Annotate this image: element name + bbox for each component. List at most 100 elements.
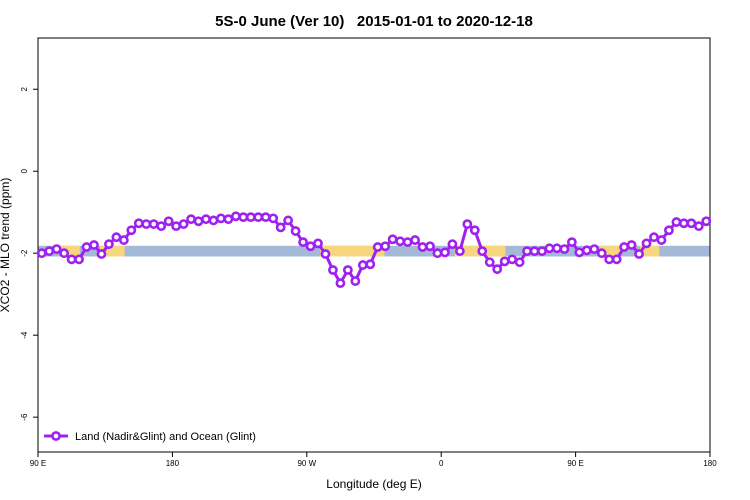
data-point	[268, 213, 279, 224]
data-point	[604, 254, 615, 265]
chart-title: 5S-0 June (Ver 10) 2015-01-01 to 2020-12…	[215, 13, 533, 30]
data-point	[74, 254, 84, 265]
data-point	[96, 249, 107, 259]
data-point	[118, 235, 129, 245]
data-point	[678, 218, 689, 229]
data-point	[59, 248, 70, 259]
data-point	[178, 219, 189, 229]
data-point	[514, 257, 525, 268]
data-point	[245, 212, 256, 223]
data-point	[141, 219, 152, 229]
data-point	[328, 265, 338, 275]
x-tick-label: 180	[166, 459, 180, 468]
data-point	[51, 244, 62, 254]
data-point	[544, 243, 555, 254]
data-point	[537, 246, 547, 257]
data-point	[499, 256, 510, 267]
data-point	[36, 248, 47, 259]
plot-frame	[37, 37, 711, 453]
data-point	[313, 238, 323, 249]
land-band	[99, 245, 125, 257]
data-point	[171, 221, 182, 232]
data-point	[581, 245, 592, 256]
data-point	[193, 216, 204, 227]
x-tick-label: 0	[439, 459, 444, 468]
data-point	[380, 241, 391, 252]
data-point	[440, 247, 450, 258]
y-axis-label: XCO2 - MLO trend (ppm)	[0, 178, 12, 313]
data-point	[275, 222, 286, 233]
data-point	[133, 218, 144, 229]
data-point	[559, 244, 570, 254]
data-point	[290, 226, 301, 236]
data-point	[89, 240, 99, 250]
data-point	[342, 265, 353, 275]
data-point	[462, 219, 473, 229]
data-point	[148, 219, 159, 229]
data-point	[693, 221, 704, 232]
data-point	[283, 215, 294, 226]
data-point	[305, 241, 316, 252]
data-point	[566, 237, 577, 248]
y-tick-label: -4	[20, 331, 29, 339]
data-point	[335, 278, 346, 289]
data-point	[425, 241, 435, 252]
data-point	[44, 246, 55, 257]
data-point	[634, 249, 644, 259]
data-point	[357, 260, 368, 270]
data-point	[387, 234, 398, 245]
y-tick-label: -6	[20, 413, 29, 421]
data-point	[477, 246, 488, 257]
data-point	[522, 246, 532, 257]
data-point	[611, 254, 622, 265]
data-point	[163, 216, 174, 227]
data-point	[238, 212, 249, 223]
legend-marker	[51, 431, 61, 441]
data-point	[507, 254, 518, 265]
data-point	[230, 211, 241, 222]
data-point	[410, 235, 420, 245]
data-point	[589, 244, 600, 254]
land-band	[320, 245, 385, 257]
data-point	[671, 217, 682, 227]
x-tick-label: 90 E	[30, 459, 46, 468]
legend-label: Land (Nadir&Glint) and Ocean (Glint)	[75, 431, 256, 443]
data-point	[432, 248, 443, 259]
data-point	[372, 242, 383, 252]
data-point	[395, 236, 406, 247]
x-axis-label: Longitude (deg E)	[326, 477, 421, 491]
land-band	[639, 245, 660, 257]
data-point	[208, 215, 219, 226]
data-point	[492, 264, 503, 275]
y-tick-label: 2	[20, 86, 29, 91]
data-point	[641, 238, 652, 249]
data-point	[81, 242, 92, 252]
y-tick-label: 0	[20, 168, 29, 173]
data-point	[656, 235, 667, 245]
data-point	[66, 254, 77, 265]
y-tick-label: -2	[20, 249, 29, 257]
data-point	[365, 259, 376, 270]
data-point	[574, 247, 585, 258]
data-point	[104, 239, 114, 250]
data-point	[686, 218, 697, 229]
land-band	[59, 245, 80, 257]
data-point	[552, 243, 562, 254]
data-point	[186, 214, 196, 225]
data-point	[454, 246, 465, 257]
land-band	[599, 245, 621, 257]
data-point	[469, 225, 480, 236]
data-point	[216, 213, 226, 224]
data-point	[417, 242, 428, 252]
data-point	[126, 225, 137, 236]
x-tick-label: 90 W	[297, 459, 316, 468]
data-point	[701, 216, 712, 227]
data-point	[484, 257, 495, 268]
data-point	[350, 276, 361, 286]
data-point	[111, 232, 122, 243]
data-point	[320, 249, 331, 259]
data-point	[201, 214, 211, 225]
data-point	[298, 237, 308, 248]
data-point	[664, 225, 674, 236]
